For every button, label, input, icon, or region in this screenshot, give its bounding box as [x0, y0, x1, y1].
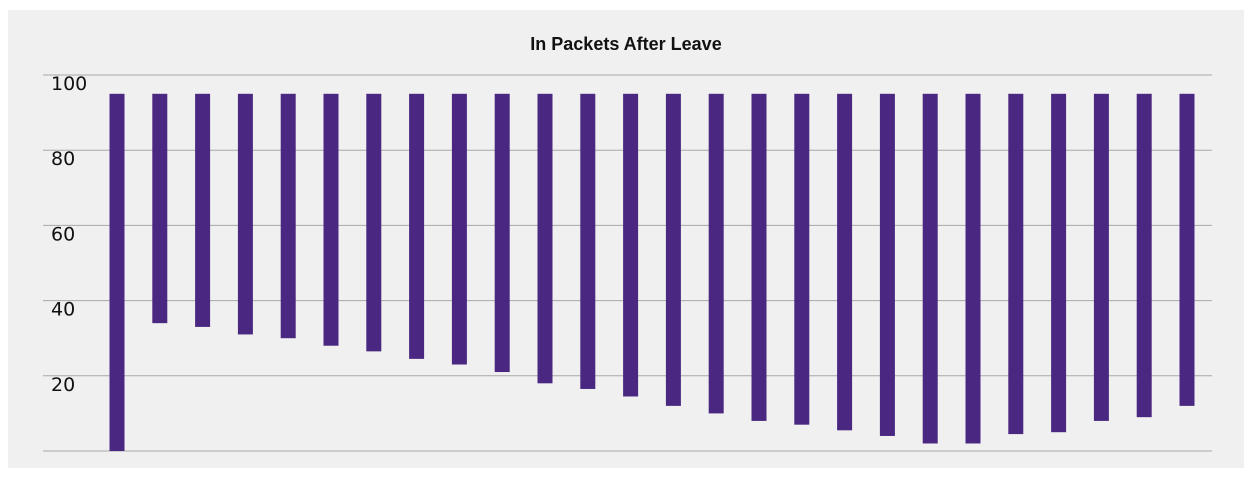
bar — [451, 93, 467, 365]
bar — [152, 93, 168, 324]
y-tick-label: 40 — [51, 299, 75, 321]
bar — [1093, 93, 1109, 421]
bar — [580, 93, 596, 389]
bar — [109, 93, 125, 452]
bar — [1051, 93, 1067, 433]
bar — [794, 93, 810, 425]
y-tick-label: 20 — [51, 374, 75, 396]
chart-title: In Packets After Leave — [530, 34, 722, 54]
bar — [623, 93, 639, 397]
bar — [965, 93, 981, 444]
bar — [494, 93, 510, 373]
bar — [537, 93, 553, 384]
bar — [879, 93, 895, 436]
bar — [323, 93, 339, 346]
bar — [665, 93, 681, 406]
bar — [409, 93, 425, 359]
bar — [1179, 93, 1195, 406]
y-tick-label: 100 — [51, 73, 87, 95]
bar — [280, 93, 296, 339]
y-tick-label: 80 — [51, 148, 75, 170]
y-tick-label: 60 — [51, 223, 75, 245]
bar — [1008, 93, 1024, 435]
bar — [922, 93, 938, 444]
bar — [708, 93, 724, 414]
bar — [237, 93, 253, 335]
bar — [837, 93, 853, 431]
bar — [751, 93, 767, 421]
bar — [1136, 93, 1152, 418]
bar — [366, 93, 382, 352]
bar — [195, 93, 211, 327]
